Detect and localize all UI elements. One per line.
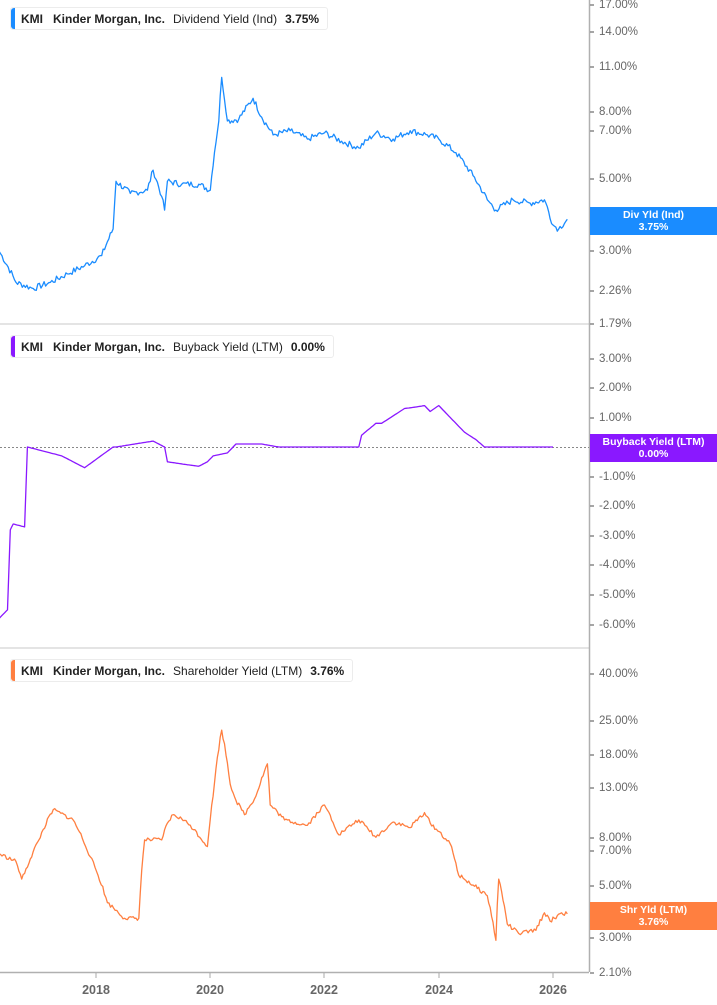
badge-label: Div Yld (Ind): [622, 209, 685, 221]
series-color-swatch: [11, 660, 15, 681]
y-tick-label: 5.00%: [599, 173, 632, 185]
y-tick-label: 25.00%: [599, 715, 639, 727]
badge-value: 0.00%: [638, 448, 669, 460]
y-tick-label: -6.00%: [599, 619, 636, 631]
legend-value: 3.76%: [310, 663, 345, 678]
y-tick-label: 8.00%: [599, 832, 632, 844]
dividend-yield-line[interactable]: [0, 76, 568, 291]
buyback-yield-line[interactable]: [0, 404, 553, 619]
y-tick-label: 2.10%: [599, 967, 632, 979]
legend-ticker: KMI: [21, 339, 43, 354]
legend-shareholder-yield[interactable]: KMI Kinder Morgan, Inc. Shareholder Yiel…: [10, 659, 354, 682]
y-tick-label: 13.00%: [599, 782, 639, 794]
y-tick-label: -3.00%: [599, 530, 636, 542]
legend-company: Kinder Morgan, Inc.: [53, 339, 166, 354]
x-tick-label: 2022: [310, 983, 338, 997]
legend-company: Kinder Morgan, Inc.: [53, 663, 166, 678]
legend-value: 3.75%: [285, 11, 320, 26]
y-tick-label: 40.00%: [599, 668, 639, 680]
legend-metric: Buyback Yield (LTM): [173, 339, 283, 354]
current-value-badge-buyback: Buyback Yield (LTM) 0.00%: [590, 434, 717, 462]
y-tick-label: -2.00%: [599, 500, 636, 512]
y-tick-label: 7.00%: [599, 125, 632, 137]
y-tick-label: 3.00%: [599, 245, 632, 257]
y-tick-label: 18.00%: [599, 749, 639, 761]
legend-dividend-yield[interactable]: KMI Kinder Morgan, Inc. Dividend Yield (…: [10, 7, 329, 30]
legend-buyback-yield[interactable]: KMI Kinder Morgan, Inc. Buyback Yield (L…: [10, 335, 334, 358]
y-tick-label: -1.00%: [599, 471, 636, 483]
y-tick-label: 1.79%: [599, 318, 632, 330]
y-tick-label: 2.00%: [599, 382, 632, 394]
x-tick-label: 2026: [539, 983, 567, 997]
y-tick-label: 3.00%: [599, 353, 632, 365]
y-tick-label: 3.00%: [599, 932, 632, 944]
y-tick-label: 17.00%: [599, 0, 639, 11]
shareholder-yield-line[interactable]: [0, 729, 568, 941]
y-tick-label: -4.00%: [599, 559, 636, 571]
x-tick-label: 2024: [425, 983, 453, 997]
legend-company: Kinder Morgan, Inc.: [53, 11, 166, 26]
current-value-badge-dividend: Div Yld (Ind) 3.75%: [590, 207, 717, 235]
badge-value: 3.75%: [638, 221, 669, 233]
legend-metric: Shareholder Yield (LTM): [173, 663, 303, 678]
y-tick-label: 11.00%: [599, 61, 638, 73]
y-tick-label: 2.26%: [599, 285, 632, 297]
series-color-swatch: [11, 8, 15, 29]
y-tick-label: 7.00%: [599, 845, 632, 857]
series-color-swatch: [11, 336, 15, 357]
x-tick-label: 2020: [196, 983, 224, 997]
legend-metric: Dividend Yield (Ind): [173, 11, 278, 26]
legend-ticker: KMI: [21, 663, 43, 678]
badge-value: 3.76%: [638, 916, 669, 928]
x-tick-marks: [95, 973, 554, 978]
y-tick-label: 1.00%: [599, 412, 632, 424]
y-tick-marks: [590, 4, 594, 974]
current-value-badge-shareholder: Shr Yld (LTM) 3.76%: [590, 902, 717, 930]
legend-value: 0.00%: [290, 339, 325, 354]
x-tick-label: 2018: [82, 983, 110, 997]
y-tick-label: 5.00%: [599, 880, 632, 892]
badge-label: Buyback Yield (LTM): [602, 436, 705, 448]
y-tick-label: -5.00%: [599, 589, 636, 601]
badge-label: Shr Yld (LTM): [619, 904, 688, 916]
y-tick-label: 14.00%: [599, 26, 639, 38]
legend-ticker: KMI: [21, 11, 43, 26]
y-tick-label: 8.00%: [599, 106, 632, 118]
